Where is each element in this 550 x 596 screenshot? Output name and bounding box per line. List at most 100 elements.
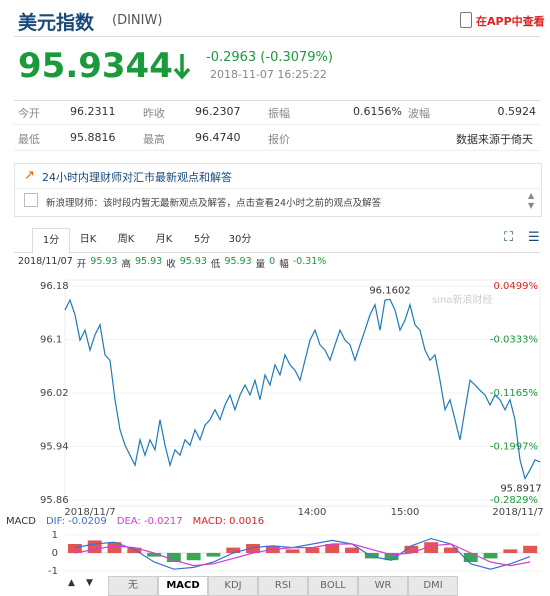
macd-bar	[364, 553, 379, 559]
divider	[14, 36, 540, 37]
field-label: 量	[255, 259, 266, 270]
indicator-tab[interactable]: BOLL	[308, 576, 358, 596]
field-value: 95.93	[90, 256, 118, 267]
macd-bar	[424, 542, 439, 553]
advisor-heading[interactable]: 24小时内理财师对汇市最新观点和解答	[42, 171, 232, 184]
up-button[interactable]: ▲	[68, 578, 75, 588]
chart-tab[interactable]: 5分	[193, 234, 211, 245]
stat-value: 96.4740	[195, 131, 241, 144]
y-tick-label: 96.18	[40, 281, 69, 292]
chart-tab[interactable]: 30分	[228, 234, 252, 245]
date: 2018/11/07	[18, 256, 73, 267]
avatar	[24, 193, 38, 207]
macd-bar	[345, 547, 359, 553]
field-label: 收	[166, 259, 176, 270]
chart-tab[interactable]: 1分	[32, 228, 70, 254]
title: 美元指数	[18, 12, 95, 34]
x-tick-label: 14:00	[298, 507, 327, 518]
down-button[interactable]: ▼	[86, 578, 93, 588]
chart-tab[interactable]: 周K	[117, 234, 135, 245]
macd-bar	[186, 553, 201, 561]
macd-bar	[523, 545, 538, 553]
field-label: 开	[76, 259, 87, 270]
macd-bar	[107, 542, 122, 553]
macd-value: MACD: 0.0016	[193, 516, 265, 527]
dif-line	[74, 537, 531, 570]
watermark: sina新浪财经	[432, 293, 492, 306]
phone-icon	[460, 12, 472, 28]
macd-bar	[483, 553, 498, 559]
chart-tab[interactable]: 日K	[79, 234, 97, 245]
advisor-box	[14, 163, 542, 217]
row-divider	[14, 150, 540, 151]
field-label: 幅	[279, 259, 289, 270]
field-value: 0	[269, 256, 276, 267]
chart-tab[interactable]: 月K	[155, 234, 173, 245]
macd-bar	[444, 547, 458, 553]
macd-tick-label: 0	[52, 548, 58, 559]
min-label: 95.8917	[500, 484, 541, 495]
macd-bar	[246, 544, 260, 553]
price: 95.9344	[18, 46, 173, 86]
y-tick-label: 96.1	[40, 335, 62, 346]
x-tick-label: 2018/11/7	[492, 507, 543, 518]
advisor-message[interactable]: 新浪理财师：该时段内暂无最新观点及解答，点击查看24小时之前的观点及解答	[46, 198, 382, 209]
field-value: 95.93	[135, 256, 163, 267]
indicator-tab[interactable]: WR	[358, 576, 408, 596]
macd-bar	[305, 547, 320, 553]
code: (DINIW)	[112, 13, 163, 28]
macd-bar	[325, 544, 340, 553]
macd-tick-label: -1	[48, 566, 58, 577]
macd-bar	[127, 547, 142, 553]
field-value: 95.93	[224, 256, 252, 267]
y-tick-label: 96.02	[40, 388, 69, 399]
down-arrow	[173, 54, 191, 80]
y-tick-label: 95.86	[40, 495, 69, 506]
stat-label: 昨收	[143, 107, 165, 120]
macd-bar	[206, 553, 221, 557]
macd-bar	[87, 540, 102, 553]
stat-label: 最低	[18, 133, 40, 146]
advisor-icon: ↗	[24, 168, 35, 183]
stat-value: 96.2307	[195, 105, 241, 118]
chart-tabs: 1分 日K 周K 月K 5分 30分	[14, 228, 540, 254]
time: 2018-11-07 16:25:22	[210, 68, 327, 81]
indicator-tab[interactable]: MACD	[158, 576, 208, 596]
source: 数据来源于倚天	[456, 133, 533, 146]
stat-label: 最高	[143, 133, 165, 146]
indicator-tab[interactable]: KDJ	[208, 576, 258, 596]
stat-label: 报价	[268, 133, 290, 146]
divider	[14, 188, 540, 189]
macd-bar	[147, 553, 161, 557]
macd-bar	[166, 553, 181, 562]
macd-bar	[285, 549, 300, 553]
app-link[interactable]: 在APP中查看	[476, 15, 545, 28]
dif-legend: DIF: -0.0209	[46, 516, 107, 527]
price-line	[64, 298, 541, 481]
row-divider	[14, 124, 540, 125]
macd-bar	[67, 544, 82, 553]
field-label: 低	[210, 259, 221, 270]
field-label: 高	[121, 259, 131, 270]
field-value: -0.31%	[292, 256, 327, 267]
indicator-tab[interactable]: RSI	[258, 576, 308, 596]
x-tick-label: 2018/11/7	[64, 507, 115, 518]
stats: 今开 96.2311 昨收 96.2307 振幅 0.6156% 波幅 0.5924 最低 95.…	[14, 100, 540, 151]
pct-tick-label: -0.0333%	[490, 335, 538, 346]
stat-value: 0.6156%	[353, 105, 402, 118]
fullscreen-icon[interactable]: ⛶	[504, 230, 514, 245]
macd-tick-label: 1	[52, 530, 58, 541]
y-tick-label: 95.94	[40, 442, 69, 453]
scroll-arrows[interactable]: ▲ ▼	[528, 191, 535, 210]
stat-label: 波幅	[408, 107, 430, 120]
pct-tick-label: -0.2829%	[490, 495, 538, 506]
macd-bar	[503, 549, 518, 553]
stat-value: 0.5924	[497, 105, 537, 118]
pct-tick-label: -0.1165%	[490, 388, 538, 399]
indicator-tab[interactable]: DMI	[408, 576, 458, 596]
dea-line	[74, 543, 531, 567]
menu-icon[interactable]: ☰	[528, 230, 540, 245]
indicator-tab[interactable]: 无	[108, 576, 158, 596]
stat-value: 95.8816	[70, 131, 116, 144]
